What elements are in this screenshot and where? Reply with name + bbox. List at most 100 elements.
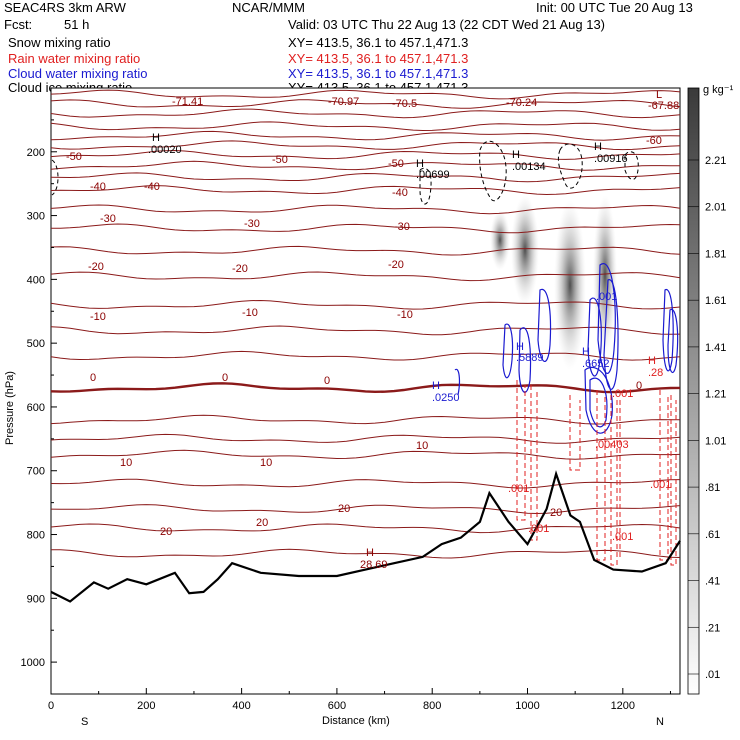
extrema-value: .00699	[416, 169, 450, 181]
isotherm-label: -50	[272, 154, 288, 166]
extrema-value: .001	[508, 483, 529, 495]
isotherm-label: -20	[232, 263, 248, 275]
x-tick-label: 400	[232, 700, 250, 712]
terrain-surface-line	[50, 470, 681, 603]
isotherm-line	[50, 185, 681, 196]
isotherm-label: -30	[244, 218, 260, 230]
colorbar-tick-label: 1.41	[705, 342, 726, 354]
freezing-level-contour	[50, 382, 681, 394]
colorbar-tick-label: 1.01	[705, 435, 726, 447]
isotherm-label: 20	[160, 526, 172, 538]
legend-rain-label: Rain water mixing ratio	[8, 51, 140, 66]
isotherm-label: -10	[397, 309, 413, 321]
isotherm-label: 10	[260, 457, 272, 469]
x-tick-label: 600	[328, 700, 346, 712]
colorbar: 2.21 2.01 1.81 1.61 1.41 1.21 1.01 .81 .61 .41 .21…	[687, 84, 734, 695]
x-tick-label: 800	[423, 700, 441, 712]
isotherm-line	[50, 504, 681, 515]
org-label: NCAR/MMM	[232, 0, 305, 15]
extrema-value: .001	[596, 291, 617, 303]
y-tick-label: 800	[27, 530, 45, 542]
isotherm-label: 20	[550, 507, 562, 519]
extrema-mark: H	[594, 141, 602, 153]
extrema-mark: H	[516, 341, 524, 353]
isotherm-label: -20	[88, 261, 104, 273]
isotherm-label: -40	[90, 181, 106, 193]
legend-snow-xy: XY= 413.5, 36.1 to 457.1,471.3	[288, 35, 468, 50]
isotherm-label: -50	[388, 158, 404, 170]
colorbar-tick-label: 2.01	[705, 202, 726, 214]
isotherm-line	[50, 223, 681, 234]
isotherm-line	[50, 478, 681, 489]
legend-rain-xy: XY= 413.5, 36.1 to 457.1,471.3	[288, 51, 468, 66]
legend-snow-label: Snow mixing ratio	[8, 35, 111, 50]
isotherm-label: 0	[222, 372, 228, 384]
colorbar-tick-label: .61	[705, 529, 720, 541]
colorbar-gradient	[687, 87, 700, 695]
forecast-label: Fcst:	[4, 17, 32, 32]
y-axis: 200 300 400 500 600 700 800 900 1000	[21, 119, 57, 695]
isotherm-labels: -71.41 -70.97 -70.5 -70.24 -67.88 -60 -5…	[66, 96, 679, 538]
y-tick-label: 700	[27, 466, 45, 478]
isotherm-line	[50, 204, 681, 215]
legend-cloudwater-label: Cloud water mixing ratio	[8, 66, 147, 81]
colorbar-tick-label: 1.81	[705, 248, 726, 260]
y-axis-title: Pressure (hPa)	[4, 371, 16, 445]
extrema-value: .5889	[516, 352, 544, 364]
isotherm-line	[50, 325, 681, 336]
isotherm-label: -20	[388, 259, 404, 271]
x-axis-title: Distance (km)	[322, 715, 390, 727]
isotherm-line	[51, 548, 681, 559]
isotherm-line	[50, 149, 681, 160]
extrema-value: .28	[648, 367, 663, 379]
y-tick-label: 300	[27, 211, 45, 223]
y-tick-label: 200	[27, 147, 45, 159]
isotherm-label: -70.97	[328, 96, 359, 108]
isotherm-line	[50, 245, 681, 256]
isotherm-label: -40	[392, 187, 408, 199]
extrema-value: .0250	[432, 392, 460, 404]
model-title: SEAC4RS 3km ARW	[4, 0, 127, 15]
x-tick-label: 1000	[515, 700, 539, 712]
colorbar-unit: g kg⁻¹	[703, 84, 734, 96]
temperature-contours	[50, 89, 681, 559]
colorbar-tick-label: 1.61	[705, 295, 726, 307]
isotherm-line	[50, 299, 681, 310]
isotherm-label: -60	[646, 135, 662, 147]
y-tick-label: 900	[27, 593, 45, 605]
extrema-value: .001	[650, 479, 671, 491]
isotherm-line	[50, 130, 681, 141]
y-tick-label: 400	[27, 274, 45, 286]
extrema-labels: H .00020 H .00699 H .00134 H .00916 H .5…	[148, 89, 671, 571]
valid-time: Valid: 03 UTC Thu 22 Aug 13 (22 CDT Wed …	[288, 17, 605, 32]
init-time: Init: 00 UTC Tue 20 Aug 13	[536, 0, 693, 15]
isotherm-label: 0	[636, 380, 642, 392]
colorbar-tick-label: .01	[705, 669, 720, 681]
isotherm-label: -70.5	[392, 98, 417, 110]
x-tick-label: 1200	[611, 700, 635, 712]
colorbar-tick-label: .41	[705, 576, 720, 588]
extrema-mark: H	[648, 355, 656, 367]
y-tick-label: 600	[27, 402, 45, 414]
colorbar-tick-label: .81	[705, 482, 720, 494]
isotherm-line	[50, 121, 681, 132]
isotherm-label: -10	[90, 311, 106, 323]
direction-south: S	[81, 716, 88, 728]
x-axis: 0 200 400 600 800 1000 1200	[48, 688, 671, 712]
extrema-value: .00020	[148, 144, 182, 156]
extrema-value: .00916	[594, 153, 628, 165]
extrema-value: .001	[612, 531, 633, 543]
isotherm-label: -10	[242, 307, 258, 319]
extrema-value: .6652	[582, 358, 610, 370]
isotherm-line	[50, 108, 681, 119]
isotherm-label: -50	[66, 151, 82, 163]
snow-shading	[490, 195, 617, 370]
colorbar-ticks: 2.21 2.01 1.81 1.61 1.41 1.21 1.01 .81 .61 .41 .21…	[688, 155, 726, 681]
extrema-value: .001	[612, 388, 633, 400]
isotherm-label: -40	[144, 181, 160, 193]
extrema-value: .00134	[512, 161, 546, 173]
extrema-mark: H	[582, 346, 590, 358]
colorbar-tick-label: 1.21	[705, 389, 726, 401]
